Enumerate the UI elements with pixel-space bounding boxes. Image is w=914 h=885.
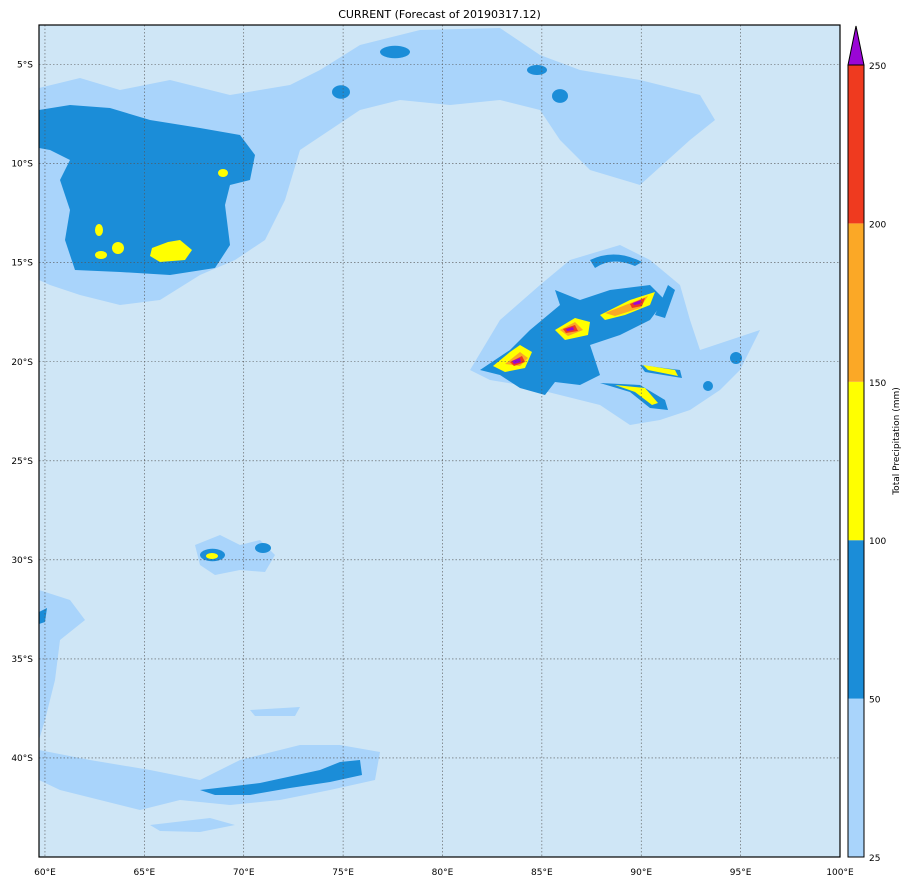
map-axes: 60°E 65°E 70°E 75°E 80°E 85°E 90°E 95°E 100°E 5°S… — [11, 61, 854, 878]
colorbar-segment — [848, 381, 864, 541]
colorbar-segment — [848, 540, 864, 699]
colorbar-frame — [847, 64, 865, 858]
lat-tick-label: 15°S — [11, 259, 33, 269]
lat-tick-label: 10°S — [11, 160, 33, 170]
lat-tick-label: 30°S — [11, 556, 33, 566]
colorbar-tick-label: 100 — [869, 537, 886, 547]
colorbar-extend-triangle — [847, 25, 865, 66]
colorbar-label: Total Precipitation (mm) — [892, 387, 902, 495]
colorbar-segment — [848, 698, 864, 857]
colorbar-segment — [848, 65, 864, 224]
lat-tick-label: 35°S — [11, 655, 33, 665]
lat-tick-label: 40°S — [11, 754, 33, 764]
lon-tick-label: 70°E — [233, 868, 255, 878]
colorbar-tick-label: 50 — [869, 696, 881, 706]
lon-tick-label: 60°E — [34, 868, 56, 878]
lon-tick-label: 95°E — [730, 868, 752, 878]
precip-50-100 — [39, 45, 742, 795]
lon-tick-label: 80°E — [432, 868, 454, 878]
lon-tick-label: 65°E — [134, 868, 156, 878]
colorbar-tick-label: 25 — [869, 854, 880, 864]
colorbar-tick-label: 200 — [869, 220, 886, 230]
lon-tick-label: 100°E — [826, 868, 854, 878]
precipitation-field — [39, 25, 840, 857]
lon-tick-label: 90°E — [630, 868, 652, 878]
graticule — [39, 25, 840, 857]
precip-over-250 — [512, 300, 641, 364]
lon-tick-label: 85°E — [531, 868, 553, 878]
map-frame — [38, 24, 841, 858]
colorbar-tick-label: 250 — [869, 62, 886, 72]
colorbar: 25 50 100 150 200 250 — [847, 25, 886, 864]
colorbar-segment — [848, 223, 864, 382]
lat-tick-label: 25°S — [11, 457, 33, 467]
lat-tick-label: 20°S — [11, 358, 33, 368]
lat-tick-label: 5°S — [17, 61, 33, 71]
map-title: CURRENT (Forecast of 20190317.12) — [338, 8, 541, 21]
colorbar-tick-label: 150 — [869, 379, 886, 389]
lon-tick-label: 75°E — [332, 868, 354, 878]
